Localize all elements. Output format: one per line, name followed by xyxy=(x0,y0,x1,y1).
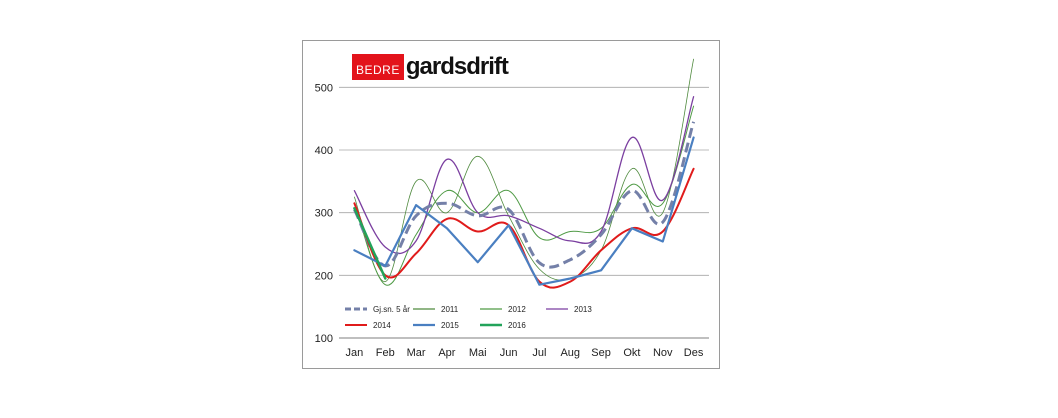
x-tick-label-apr: Apr xyxy=(438,347,455,359)
line-chart: 100 200 300 400 500 Jan Feb Mar Apr Mai Jun Jul Aug S… xyxy=(315,58,709,359)
x-tick-label-mai: Mai xyxy=(469,347,487,359)
legend-label-s2012: 2012 xyxy=(508,305,526,314)
chart-frame: BEDRE gardsdrift 100 200 300 400 500 Jan Feb Ma… xyxy=(302,40,720,369)
x-tick-label-nov: Nov xyxy=(653,347,673,359)
y-tick-label-100: 100 xyxy=(315,333,333,345)
logo-wordmark: gardsdrift xyxy=(405,53,509,80)
series-line-s2015 xyxy=(353,136,695,286)
series-line-s2013 xyxy=(353,96,695,254)
legend-label-s2016: 2016 xyxy=(508,321,526,330)
x-tick-label-jun: Jun xyxy=(500,347,518,359)
legend-label-s2015: 2015 xyxy=(441,321,459,330)
series-line-avg xyxy=(353,121,696,269)
x-tick-label-okt: Okt xyxy=(623,347,640,359)
x-tick-label-jan: Jan xyxy=(346,347,364,359)
y-tick-label-400: 400 xyxy=(315,145,333,157)
legend-label-s2013: 2013 xyxy=(574,305,592,314)
legend-label-s2014: 2014 xyxy=(373,321,391,330)
logo: BEDRE gardsdrift xyxy=(352,53,509,80)
series-line-s2016 xyxy=(353,207,387,280)
legend-label-s2011: 2011 xyxy=(441,305,459,314)
x-tick-label-feb: Feb xyxy=(376,347,395,359)
x-tick-label-jul: Jul xyxy=(532,347,546,359)
x-tick-label-des: Des xyxy=(684,347,704,359)
logo-red-box: BEDRE xyxy=(352,54,404,80)
y-tick-label-500: 500 xyxy=(315,82,333,94)
x-tick-label-sep: Sep xyxy=(591,347,611,359)
y-tick-label-300: 300 xyxy=(315,208,333,220)
legend-label-avg: Gj.sn. 5 år xyxy=(373,305,410,314)
series-line-s2012 xyxy=(353,105,695,286)
x-tick-label-mar: Mar xyxy=(407,347,426,359)
x-tick-label-aug: Aug xyxy=(560,347,580,359)
y-tick-label-200: 200 xyxy=(315,270,333,282)
series-line-s2011 xyxy=(354,58,694,282)
